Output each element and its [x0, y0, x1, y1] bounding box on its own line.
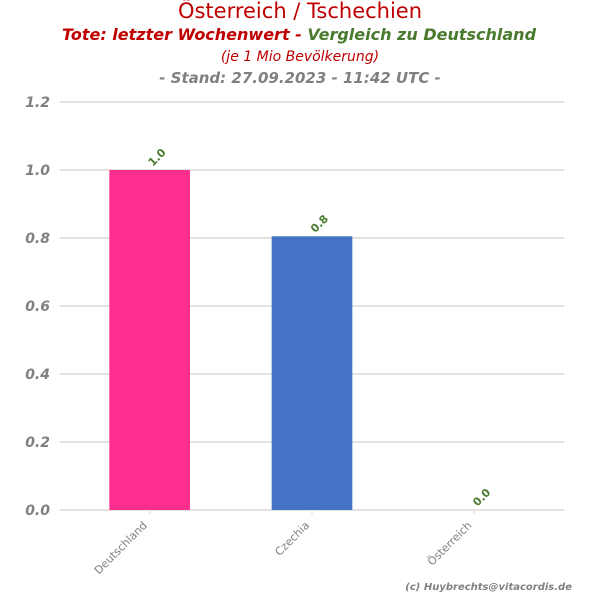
x-tick-label: Österreich: [425, 519, 474, 568]
chart-timestamp: - Stand: 27.09.2023 - 11:42 UTC -: [159, 69, 441, 87]
y-tick-label: 0.2: [25, 435, 50, 451]
data-label: 0.8: [308, 212, 331, 235]
x-axis-ticks: Deutschland Czechia Österreich: [92, 510, 475, 577]
data-label: 0.0: [470, 486, 493, 509]
y-tick-label: 1.2: [25, 95, 50, 111]
y-tick-label: 0.0: [25, 503, 50, 519]
subtitle-part-2: Vergleich zu Deutschland: [307, 25, 536, 44]
data-label: 1.0: [146, 146, 169, 169]
credit-text: (c) Huybrechts@vitacordis.de: [405, 582, 572, 593]
chart-note: (je 1 Mio Bevölkerung): [221, 49, 379, 65]
bars: [109, 170, 353, 511]
y-tick-label: 0.4: [25, 367, 50, 383]
y-tick-label: 1.0: [25, 163, 50, 179]
x-tick-label: Deutschland: [92, 519, 150, 577]
subtitle-part-1: Tote: letzter Wochenwert -: [62, 25, 307, 44]
y-tick-label: 0.8: [25, 231, 50, 247]
y-tick-label: 0.6: [25, 299, 50, 315]
x-tick-label: Czechia: [272, 519, 312, 559]
y-axis-ticks: 0.0 0.2 0.4 0.6 0.8 1.0 1.2: [25, 95, 50, 519]
chart-title: Österreich / Tschechien: [178, 0, 422, 23]
bar-deutschland: [109, 170, 190, 510]
bar-czechia: [271, 236, 353, 511]
chart-subtitle: Tote: letzter Wochenwert - Vergleich zu …: [62, 25, 537, 44]
